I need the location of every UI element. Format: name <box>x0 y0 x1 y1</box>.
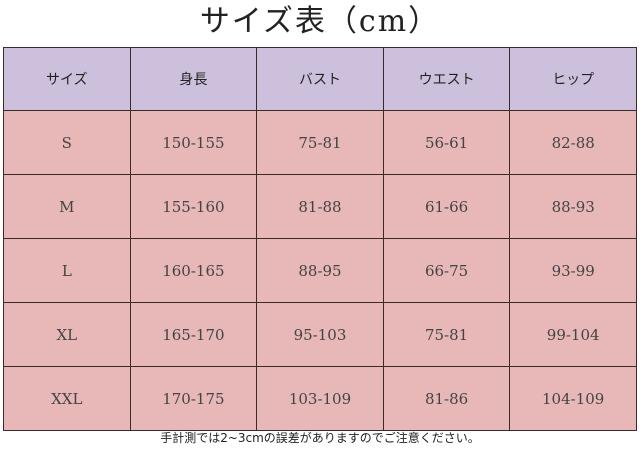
cell-bust: 103-109 <box>256 366 384 431</box>
cell-hip: 104-109 <box>509 366 637 431</box>
cell-hip: 82-88 <box>509 110 637 175</box>
header-bust: バスト <box>256 47 384 111</box>
cell-size: M <box>3 174 131 239</box>
cell-hip: 93-99 <box>509 238 637 303</box>
cell-height: 160-165 <box>129 238 258 303</box>
cell-height: 165-170 <box>129 302 258 367</box>
measurement-note: 手計測では2~3cmの誤差がありますのでご注意ください。 <box>160 431 480 445</box>
cell-height: 170-175 <box>129 366 258 431</box>
cell-height: 155-160 <box>129 174 258 239</box>
table-row: M 155-160 81-88 61-66 88-93 <box>3 174 637 239</box>
table-row: L 160-165 88-95 66-75 93-99 <box>3 238 637 303</box>
header-waist: ウエスト <box>382 47 511 111</box>
cell-size: XXL <box>3 366 131 431</box>
size-table: サイズ 身長 バスト ウエスト ヒップ S 150-155 75-81 56-61 82… <box>3 47 637 431</box>
cell-hip: 99-104 <box>509 302 637 367</box>
cell-waist: 56-61 <box>382 110 511 175</box>
cell-waist: 61-66 <box>382 174 511 239</box>
table-header-row: サイズ 身長 バスト ウエスト ヒップ <box>3 47 637 111</box>
cell-size: S <box>3 110 131 175</box>
header-hip: ヒップ <box>509 47 637 111</box>
table-row: XXL 170-175 103-109 81-86 104-109 <box>3 366 637 431</box>
cell-waist: 75-81 <box>382 302 511 367</box>
cell-hip: 88-93 <box>509 174 637 239</box>
cell-waist: 66-75 <box>382 238 511 303</box>
cell-size: XL <box>3 302 131 367</box>
cell-bust: 88-95 <box>256 238 384 303</box>
cell-bust: 75-81 <box>256 110 384 175</box>
cell-waist: 81-86 <box>382 366 511 431</box>
cell-size: L <box>3 238 131 303</box>
cell-bust: 95-103 <box>256 302 384 367</box>
table-row: XL 165-170 95-103 75-81 99-104 <box>3 302 637 367</box>
cell-height: 150-155 <box>129 110 258 175</box>
header-height: 身長 <box>129 47 258 111</box>
header-size: サイズ <box>3 47 131 111</box>
cell-bust: 81-88 <box>256 174 384 239</box>
page-title: サイズ表（cm） <box>199 4 441 39</box>
table-row: S 150-155 75-81 56-61 82-88 <box>3 110 637 175</box>
